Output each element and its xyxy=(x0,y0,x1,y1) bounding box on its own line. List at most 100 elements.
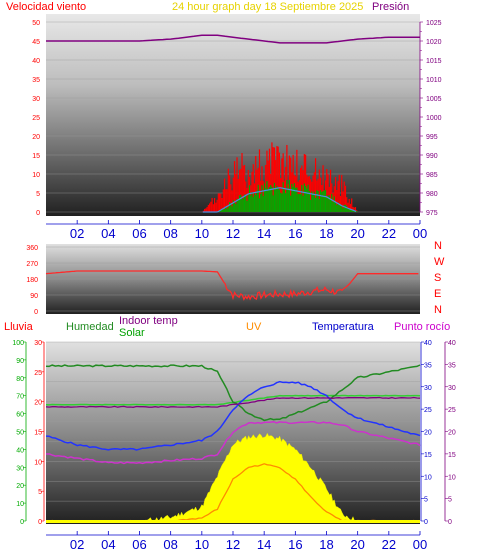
wind-gust-bar xyxy=(338,174,340,212)
time-tick-label: 16 xyxy=(288,226,302,241)
wind-average-bars xyxy=(218,179,358,212)
wind-gust-bar xyxy=(221,197,223,212)
wind-gust-bar xyxy=(210,201,212,212)
wind-average-bar xyxy=(238,195,241,212)
wind-gust-bar xyxy=(302,170,304,212)
wind-gust-bar xyxy=(343,181,345,212)
wind-gust-bar xyxy=(202,210,204,212)
wind-gust-bar xyxy=(228,175,231,212)
wind-gust-bar xyxy=(211,197,213,212)
wind-gust-bar xyxy=(275,160,277,212)
wind-speed-tick: 5 xyxy=(36,191,40,198)
wind-speed-tick: 10 xyxy=(32,172,40,179)
time-tick-label: 20 xyxy=(350,537,364,552)
direction-tick: 180 xyxy=(26,277,38,284)
wind-gust-bar xyxy=(286,144,288,212)
pressure-axis: 1025 1020 1015 1010 1005 1000 995 990 985 980 975 xyxy=(419,20,442,217)
temp-tick: 0 xyxy=(424,519,428,526)
wind-average-bar xyxy=(288,179,290,212)
wind-speed-tick: 15 xyxy=(32,153,40,160)
wind-gust-bar xyxy=(240,168,242,212)
wind-average-bar xyxy=(268,187,271,212)
time-tick-label: 12 xyxy=(226,226,240,241)
wind-gust-bar xyxy=(352,206,354,212)
wind-average-bar xyxy=(243,194,246,212)
time-tick-label: 06 xyxy=(132,537,146,552)
wind-gust-bar xyxy=(278,152,281,212)
wind-average-bar xyxy=(231,206,233,212)
pressure-tick: 1020 xyxy=(426,39,442,46)
wind-average-bar xyxy=(295,187,297,212)
wind-gust-bar xyxy=(336,190,338,212)
lluvia-tick: 90 xyxy=(16,358,24,365)
wind-gust-bar xyxy=(337,181,339,212)
dew-tick: 40 xyxy=(448,340,456,347)
humedad-tick: 30 xyxy=(34,340,42,347)
wind-average-bar xyxy=(319,190,322,212)
wind-gust-bar xyxy=(334,176,337,212)
wind-gust-bar xyxy=(349,203,352,212)
wind-average-bar xyxy=(334,201,337,212)
wind-average-bar xyxy=(306,188,308,212)
temp-tick: 5 xyxy=(424,497,428,504)
wind-average-bar xyxy=(343,204,345,212)
humedad-tick: 0 xyxy=(38,519,42,526)
wind-gust-bar xyxy=(204,208,206,212)
wind-gust-bar xyxy=(243,164,246,212)
wind-average-bar xyxy=(304,186,307,212)
wind-average-bar xyxy=(235,204,237,212)
dew-tick: 30 xyxy=(448,385,456,392)
wind-gust-bar xyxy=(290,157,292,212)
direction-tick: 270 xyxy=(26,261,38,268)
wind-gust-bar xyxy=(351,198,353,212)
pressure-tick: 1005 xyxy=(426,96,442,103)
wind-average-bar xyxy=(322,191,324,212)
wind-gust-bar xyxy=(329,169,332,212)
wind-average-bar xyxy=(248,185,251,212)
wind-gust-bar xyxy=(255,156,257,212)
wind-gust-bar xyxy=(215,202,217,212)
wind-speed-tick: 50 xyxy=(32,20,40,27)
wind-gust-bar xyxy=(300,168,302,212)
wind-gust-bar xyxy=(225,189,227,212)
wind-average-bar xyxy=(307,184,309,212)
wind-gust-bar xyxy=(304,154,307,212)
wind-average-bar xyxy=(276,185,278,212)
wind-average-bar xyxy=(225,206,227,212)
pressure-tick: 1015 xyxy=(426,58,442,65)
direction-axis: 360 270 180 90 0 xyxy=(26,245,38,316)
wind-average-bar xyxy=(312,193,314,212)
pressure-tick: 1010 xyxy=(426,77,442,84)
wind-average-bar xyxy=(301,184,303,212)
time-tick-label: 14 xyxy=(257,537,271,552)
wind-gust-bar xyxy=(342,191,344,212)
wind-average-bar xyxy=(221,208,223,212)
wind-average-bar xyxy=(286,180,288,212)
wind-speed-tick: 30 xyxy=(32,96,40,103)
pressure-tick: 985 xyxy=(426,172,438,179)
wind-average-bar xyxy=(228,202,231,212)
wind-gust-bar xyxy=(303,153,305,212)
wind-gust-bar xyxy=(309,179,312,212)
wind-average-bar xyxy=(283,189,286,212)
wind-average-bar xyxy=(296,187,298,212)
wind-average-bar xyxy=(256,190,258,212)
wind-speed-tick: 25 xyxy=(32,115,40,122)
legend-punto-rocio: Punto rocío xyxy=(394,321,450,333)
wind-speed-tick: 0 xyxy=(36,210,40,217)
wind-gust-bar xyxy=(246,187,248,212)
wind-average-line xyxy=(202,187,357,213)
temp-tick: 25 xyxy=(424,407,432,414)
time-tick-label: 18 xyxy=(319,226,333,241)
wind-average-bar xyxy=(252,196,254,212)
time-tick-label: 10 xyxy=(195,537,209,552)
wind-average-bar xyxy=(230,203,232,212)
wind-direction-line xyxy=(45,270,419,301)
wind-average-bar xyxy=(220,209,222,212)
wind-gust-bar xyxy=(258,149,261,212)
wind-average-bar xyxy=(317,190,319,212)
dew-tick: 10 xyxy=(448,474,456,481)
wind-average-bar xyxy=(341,205,343,212)
time-tick-label: 22 xyxy=(382,537,396,552)
wind-average-bar xyxy=(323,190,325,212)
